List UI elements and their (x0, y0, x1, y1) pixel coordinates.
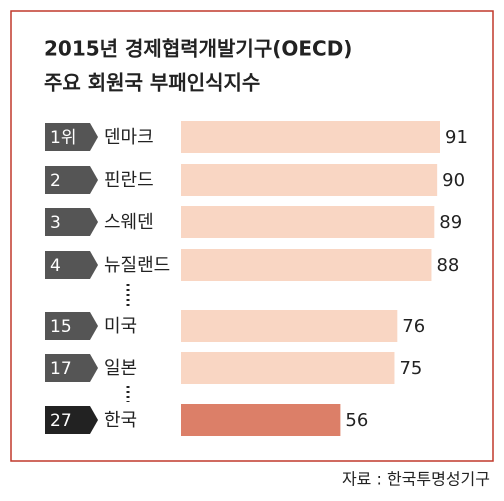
chart-subtitle: 주요 회원국 부패인식지수 (44, 71, 260, 95)
rank-badge (45, 406, 98, 434)
chart-title: 2015년 경제협력개발기구(OECD) (44, 37, 352, 61)
category-label: 덴마크 (104, 127, 154, 148)
value-label: 90 (442, 170, 465, 191)
rank-label: 3 (50, 213, 61, 233)
category-label: 핀란드 (104, 170, 154, 191)
bar (181, 310, 398, 342)
bar (181, 352, 395, 384)
rank-badge (45, 208, 98, 236)
rank-label: 17 (50, 359, 72, 379)
category-label: 한국 (104, 410, 137, 431)
bar (181, 121, 440, 153)
rank-label: 4 (50, 256, 61, 276)
category-label: 미국 (104, 316, 137, 337)
rank-label: 2 (50, 171, 61, 191)
rank-badge (45, 166, 98, 194)
bar (181, 249, 432, 281)
source: 자료 : 한국투명성기구 (342, 470, 490, 489)
frame (10, 10, 494, 462)
rank-badge (45, 123, 98, 151)
bar (181, 164, 438, 196)
bar (181, 206, 435, 238)
value-label: 88 (436, 255, 459, 276)
value-label: 75 (399, 358, 422, 379)
value-label: 76 (402, 316, 425, 337)
bar (181, 404, 341, 436)
rank-badge (45, 354, 98, 382)
value-label: 89 (439, 212, 462, 233)
rank-label: 1위 (50, 128, 76, 148)
category-label: 뉴질랜드 (104, 255, 170, 276)
value-label: 91 (445, 127, 468, 148)
category-label: 스웨덴 (104, 212, 154, 233)
rank-badge (45, 251, 98, 279)
category-label: 일본 (104, 358, 137, 379)
rank-label: 15 (50, 317, 72, 337)
rank-label: 27 (50, 411, 72, 431)
rank-badge (45, 312, 98, 340)
value-label: 56 (345, 410, 368, 431)
